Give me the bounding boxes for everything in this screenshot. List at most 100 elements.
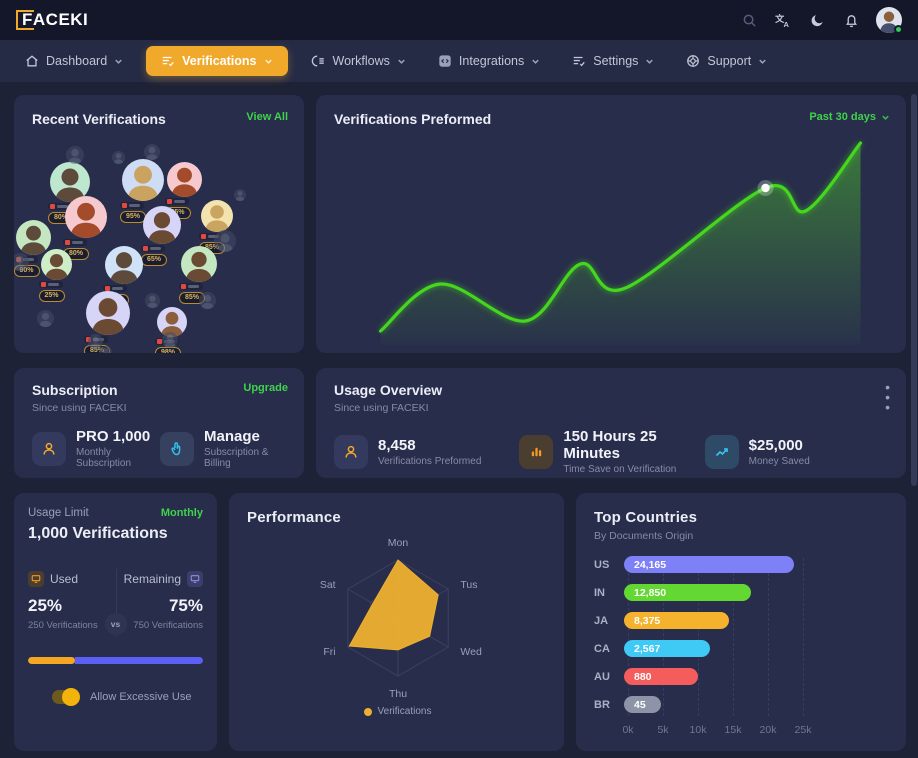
- country-row: CA 2,567: [594, 640, 890, 657]
- country-bar: 45: [624, 696, 661, 713]
- toggle-label: Allow Excessive Use: [90, 691, 192, 703]
- avatar-bubble: [65, 196, 107, 238]
- divider: [115, 569, 117, 637]
- country-label: IN: [594, 586, 605, 599]
- trend-up-icon: [704, 434, 739, 469]
- avatar-bubble: [36, 309, 54, 327]
- svg-text:Sat: Sat: [319, 579, 335, 591]
- used-percentage: 25%: [28, 596, 63, 615]
- verifications-line-chart: [378, 141, 863, 345]
- nav-settings[interactable]: Settings: [557, 40, 669, 82]
- country-row: AU 880: [594, 668, 890, 685]
- period-selector[interactable]: Monthly: [160, 507, 203, 519]
- avatar-bubble: [122, 159, 164, 201]
- chevron-down-icon: [882, 115, 889, 120]
- manage-subscription-item[interactable]: Manage Subscription & Billing: [160, 428, 288, 469]
- avatar-bubble: [181, 246, 217, 282]
- avatar-bubble: [40, 248, 72, 280]
- axis-tick-label: 10k: [689, 724, 707, 736]
- svg-text:Fri: Fri: [323, 646, 335, 658]
- remaining-segment: [75, 657, 203, 664]
- country-bar: 12,850: [624, 584, 751, 601]
- avatar-bubble: [14, 253, 29, 271]
- person-icon: [32, 431, 66, 466]
- avatar-bubble: [86, 291, 130, 335]
- card-title: Top Countries: [594, 509, 698, 526]
- usage-limit-card: Usage Limit Monthly 1,000 Verifications …: [14, 493, 217, 751]
- country-label: CA: [594, 642, 610, 655]
- used-segment: [28, 657, 76, 664]
- nav-workflows[interactable]: Workflows: [296, 40, 421, 82]
- upgrade-link[interactable]: Upgrade: [243, 382, 288, 394]
- svg-text:Thu: Thu: [388, 688, 406, 700]
- avatar-bubble: [105, 246, 143, 284]
- verification-badge: 25%: [38, 280, 65, 302]
- search-icon[interactable]: [740, 11, 758, 29]
- workflow-icon: [311, 55, 324, 67]
- time-saved-item: 150 Hours 25 Minutes Time Save on Verifi…: [519, 428, 704, 475]
- usage-overview-card: Usage Overview Since using FACEKI • • • 8,…: [316, 368, 906, 478]
- avatar-bubble: [66, 146, 84, 164]
- card-subtitle: Since using FACEKI: [334, 402, 429, 414]
- logo-text: ACEKI: [32, 10, 89, 29]
- performance-radar-chart: Mon Tus Wed Thu Fri Sat: [319, 537, 482, 700]
- remaining-column: Remaining 75% 750 Verifications: [116, 571, 203, 631]
- kebab-menu-icon[interactable]: • • •: [885, 379, 890, 415]
- user-avatar[interactable]: [876, 7, 903, 34]
- avatar-bubble: [234, 189, 246, 201]
- nav-dashboard[interactable]: Dashboard: [10, 40, 138, 82]
- axis-tick-label: 5k: [657, 724, 669, 736]
- country-label: US: [594, 558, 610, 571]
- chevron-down-icon: [759, 59, 766, 64]
- verification-badge: 95%: [120, 202, 147, 223]
- bar-chart-icon: [519, 434, 554, 469]
- chevron-down-icon: [646, 59, 654, 64]
- nav-support[interactable]: Support: [671, 40, 782, 82]
- scrollbar-track[interactable]: [911, 86, 917, 752]
- date-range-selector[interactable]: Past 30 days: [809, 111, 890, 123]
- country-bar: 880: [624, 668, 698, 685]
- faceki-logo[interactable]: F ACEKI: [16, 10, 88, 30]
- avatar-bubble: [143, 206, 181, 244]
- nav-integrations[interactable]: Integrations: [423, 40, 555, 82]
- card-title: Performance: [247, 509, 341, 526]
- remaining-monitor-icon: [187, 571, 203, 587]
- avatar-bubble: [15, 219, 51, 255]
- chevron-down-icon: [532, 59, 539, 64]
- usage-limit-label: Usage Limit: [28, 507, 89, 519]
- list-check-icon: [162, 56, 174, 67]
- card-subtitle: Since using FACEKI: [32, 402, 127, 414]
- nav-verifications[interactable]: Verifications: [146, 46, 288, 76]
- x-axis-ticks: 0k 5k 10k 15k 20k 25k: [622, 724, 890, 740]
- dark-mode-moon-icon[interactable]: [808, 11, 826, 29]
- svg-text:Mon: Mon: [387, 537, 408, 549]
- avatar-bubble: [201, 200, 233, 232]
- support-lifering-icon: [687, 55, 700, 67]
- svg-text:Wed: Wed: [460, 646, 482, 658]
- country-bar: 8,375: [624, 612, 729, 629]
- avatar-bubble: [111, 150, 125, 164]
- card-title: Verifications Preformed: [334, 111, 492, 127]
- axis-tick-label: 0k: [622, 724, 634, 736]
- countries-bar-chart: US 24,165 IN 12,850 JA 8,375 CA 2,567 AU 880 BR 45 …: [594, 556, 890, 740]
- usage-limit-value: 1,000 Verifications: [28, 525, 168, 542]
- money-saved-item: $25,000 Money Saved: [704, 428, 890, 475]
- country-row: US 24,165: [594, 556, 890, 573]
- notifications-bell-icon[interactable]: [842, 11, 860, 29]
- excessive-use-toggle[interactable]: [52, 688, 80, 706]
- avatar-bubble: [144, 144, 160, 160]
- svg-text:文: 文: [775, 13, 785, 24]
- chevron-down-icon: [115, 59, 122, 64]
- remaining-percentage: 75%: [168, 596, 203, 615]
- dashboard-main: Recent Verifications View All 80% 80% 95% 8…: [0, 82, 918, 751]
- person-icon: [334, 434, 368, 469]
- card-title: Recent Verifications: [32, 111, 166, 127]
- used-monitor-icon: [28, 571, 44, 587]
- performance-card: Performance Mon Tus Wed Thu Fri Sat Verificat…: [229, 493, 564, 751]
- view-all-link[interactable]: View All: [246, 111, 288, 123]
- avatar-bubble: [162, 332, 178, 348]
- scrollbar-thumb[interactable]: [911, 94, 917, 486]
- avatar-bubble: [144, 292, 160, 308]
- hand-click-icon: [160, 431, 194, 466]
